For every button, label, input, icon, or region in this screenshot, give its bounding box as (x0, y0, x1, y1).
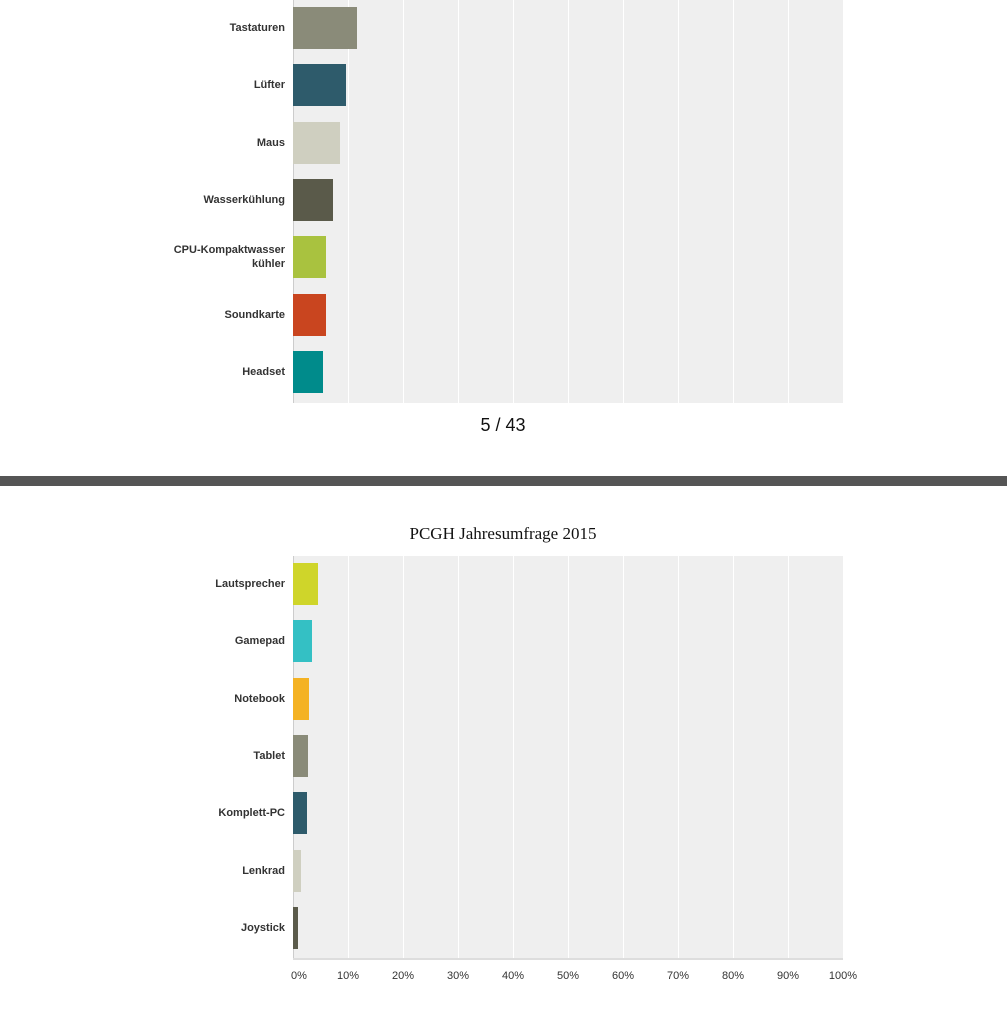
grid-line (623, 556, 624, 958)
category-label: Tastaturen (229, 22, 285, 34)
grid-line (348, 556, 349, 958)
bar (293, 64, 346, 107)
grid-line (348, 0, 349, 403)
bar (293, 792, 307, 835)
x-tick-label: 70% (666, 970, 690, 982)
category-label: Gamepad (234, 635, 285, 648)
grid-line (403, 0, 404, 403)
category-label: Wasserkühlung (203, 193, 286, 206)
x-tick-label: 20% (391, 970, 415, 982)
x-tick-label: 80% (721, 970, 745, 982)
bar (293, 121, 340, 164)
grid-line (568, 0, 569, 403)
category-label: CPU-Kompaktwasserkühler (173, 244, 285, 271)
x-tick-label: 40% (501, 970, 525, 982)
x-tick-label: 90% (776, 970, 800, 982)
bar (293, 620, 313, 663)
bar (293, 563, 318, 605)
bar (293, 677, 309, 720)
x-tick-label: 10% (336, 970, 360, 982)
grid-line (458, 0, 459, 403)
x-tick-label: 30% (446, 970, 470, 982)
x-tick-label: 60% (611, 970, 635, 982)
chart-title: PCGH Jahresumfrage 2015 (409, 524, 597, 543)
grid-line (843, 0, 844, 403)
bar (293, 293, 326, 336)
page-separator (0, 476, 1007, 486)
grid-line (733, 556, 734, 958)
category-label: Komplett-PC (218, 807, 285, 820)
grid-line (733, 0, 734, 403)
x-axis-line (293, 958, 843, 960)
grid-line (678, 556, 679, 958)
category-label: Tablet (253, 749, 285, 762)
x-tick-label: 0% (291, 970, 307, 982)
category-label: Lenkrad (242, 864, 285, 877)
grid-line (513, 0, 514, 403)
category-label: Headset (242, 365, 285, 378)
x-tick-label: 50% (556, 970, 580, 982)
category-label: Lautsprecher (215, 578, 285, 590)
bar (293, 849, 302, 892)
grid-line (788, 0, 789, 403)
category-label: Soundkarte (224, 308, 285, 321)
bar (293, 734, 308, 777)
grid-line (568, 556, 569, 958)
bar (293, 7, 357, 49)
bar (293, 236, 326, 279)
category-label: Lüfter (253, 79, 285, 92)
bar (293, 178, 334, 221)
grid-line (458, 556, 459, 958)
category-label: Maus (256, 136, 285, 149)
bar (293, 906, 298, 949)
grid-line (843, 556, 844, 958)
bar (293, 350, 324, 393)
grid-line (678, 0, 679, 403)
grid-line (513, 556, 514, 958)
page-indicator: 5 / 43 (480, 415, 526, 435)
grid-line (623, 0, 624, 403)
category-label: Notebook (234, 692, 285, 705)
x-tick-label: 100% (828, 970, 858, 982)
grid-line (403, 556, 404, 958)
category-label: Joystick (240, 921, 285, 934)
grid-line (788, 556, 789, 958)
